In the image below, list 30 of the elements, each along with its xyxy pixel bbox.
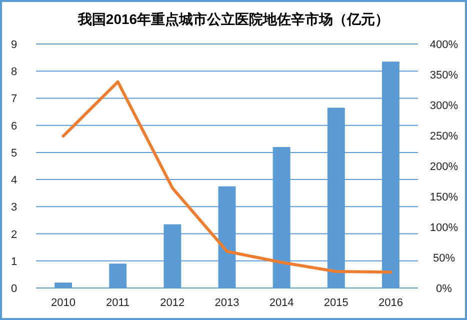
y2-tick-label: 350% [430, 70, 458, 82]
x-tick-label: 2012 [160, 297, 185, 309]
y2-tick-label: 250% [430, 130, 458, 142]
y-tick-label: 2 [10, 228, 18, 241]
y-tick-label: 9 [10, 39, 18, 51]
chart-title: 我国2016年重点城市公立医院地佐辛市场（亿元） [76, 11, 390, 27]
y-tick-label: 3 [10, 202, 18, 214]
y-tick-label: 7 [10, 93, 18, 106]
y2-tick-label: 0% [436, 283, 452, 295]
y-tick-label: 5 [10, 147, 18, 160]
y2-tick-label: 200% [430, 161, 458, 173]
y2-tick-label: 50% [432, 252, 456, 264]
x-tick-label: 2010 [51, 297, 76, 309]
y2-tick-label: 150% [430, 192, 458, 204]
y-tick-label: 4 [10, 174, 18, 187]
x-tick-label: 2013 [214, 297, 240, 309]
line-series [62, 80, 392, 274]
bar [54, 282, 72, 288]
x-tick-label: 2016 [378, 297, 403, 309]
y-tick-label: 6 [10, 120, 18, 132]
x-tick-label: 2015 [324, 297, 348, 309]
y-tick-label: 0 [10, 283, 18, 295]
bar [109, 264, 127, 288]
y2-tick-label: 400% [430, 39, 458, 51]
x-tick-label: 2014 [269, 297, 294, 309]
y-tick-label: 8 [10, 66, 18, 78]
y2-tick-label: 300% [430, 100, 458, 112]
y-tick-label: 1 [10, 256, 18, 268]
x-tick-label: 2011 [106, 297, 130, 309]
y2-tick-label: 100% [430, 222, 458, 234]
